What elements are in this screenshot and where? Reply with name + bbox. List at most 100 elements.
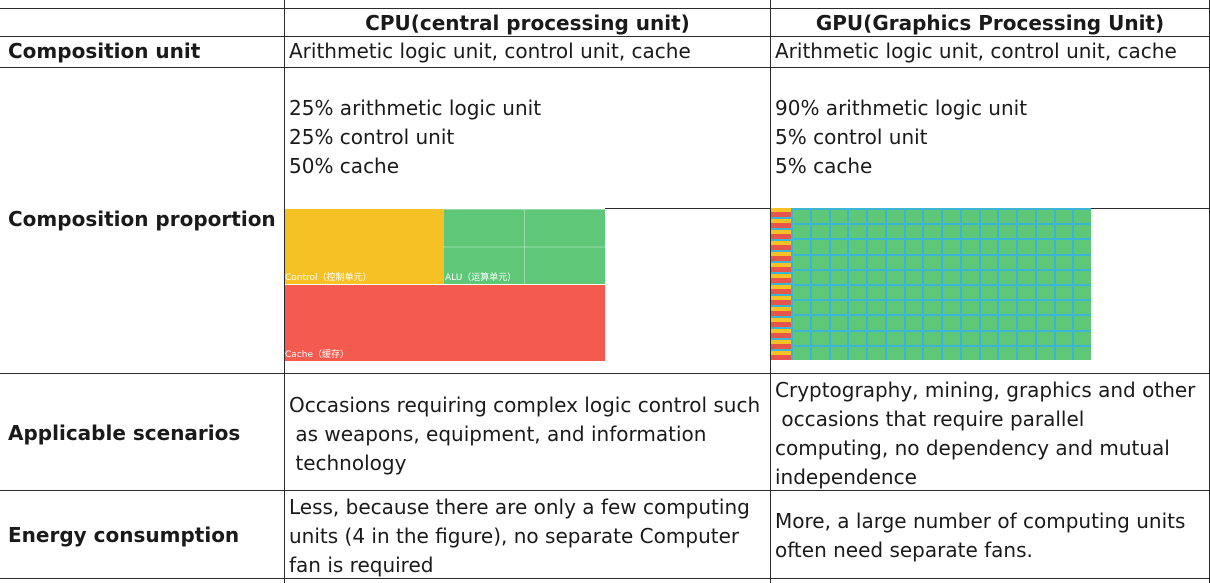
gpu-alu-cell: [868, 270, 885, 284]
gpu-alu-cell: [980, 301, 998, 315]
gpu-alu-cell: [1074, 316, 1091, 330]
gpu-alu-cell: [1036, 285, 1054, 300]
gpu-alu-cell: [1074, 331, 1091, 345]
gpu-alu-cell: [999, 346, 1016, 360]
gpu-alu-cell: [830, 285, 848, 300]
gpu-alu-cell: [924, 331, 941, 345]
gpu-alu-cell: [868, 301, 885, 315]
gpu-alu-cell: [961, 225, 979, 239]
gpu-alu-cell: [999, 270, 1016, 284]
gpu-alu-cell: [886, 301, 904, 315]
gpu-alu-cell: [1036, 331, 1054, 345]
gpu-alu-cell: [849, 346, 866, 360]
gpu-alu-cell: [830, 240, 848, 254]
gpu-alu-cell: [1036, 255, 1054, 269]
gpu-alu-cell: [793, 285, 810, 300]
gpu-alu-cell: [999, 255, 1016, 269]
gpu-alu-cell: [1018, 285, 1035, 300]
cpu-composition-unit: Arithmetic logic unit, control unit, cac…: [289, 39, 691, 63]
gpu-alu-cell: [868, 285, 885, 300]
gpu-alu-cell: [905, 301, 923, 315]
gpu-alu-cell: [1018, 225, 1035, 239]
gpu-alu-cell: [811, 346, 829, 360]
gpu-alu-cell: [868, 225, 885, 239]
gpu-alu-cell: [886, 346, 904, 360]
gpu-alu-cell: [868, 346, 885, 360]
gpu-alu-cell: [1055, 331, 1073, 345]
gpu-alu-cell: [999, 301, 1016, 315]
gpu-alu-cell: [980, 270, 998, 284]
gpu-alu-cell: [1018, 255, 1035, 269]
gpu-alu-cell: [1036, 301, 1054, 315]
gpu-alu-cell: [849, 301, 866, 315]
gpu-alu-cell: [1074, 270, 1091, 284]
gpu-alu-cell: [905, 240, 923, 254]
gpu-alu-cell: [1055, 270, 1073, 284]
gpu-alu-cell: [924, 255, 941, 269]
gpu-alu-cell: [793, 346, 810, 360]
grid-line: [770, 0, 771, 583]
gpu-alu-cell: [961, 316, 979, 330]
gpu-alu-cell: [793, 210, 810, 224]
gpu-alu-cell: [886, 255, 904, 269]
gpu-alu-cell: [1018, 240, 1035, 254]
gpu-alu-cell: [1036, 270, 1054, 284]
gpu-alu-cell: [1074, 225, 1091, 239]
gpu-alu-cell: [1055, 316, 1073, 330]
grid-line: [0, 490, 1210, 491]
gpu-alu-cell: [905, 210, 923, 224]
gpu-alu-cell: [961, 285, 979, 300]
gpu-alu-cell: [849, 210, 866, 224]
gpu-alu-cell: [811, 240, 829, 254]
gpu-alu-cell: [830, 301, 848, 315]
gpu-alu-cell: [1018, 301, 1035, 315]
gpu-alu-cell: [849, 316, 866, 330]
grid-line: [605, 208, 770, 209]
gpu-alu-cell: [924, 225, 941, 239]
cpu-cache-block: [285, 285, 605, 361]
gpu-alu-cell: [830, 225, 848, 239]
header-cpu: CPU(central processing unit): [365, 11, 690, 35]
grid-line: [284, 0, 285, 583]
gpu-alu-cell: [849, 240, 866, 254]
gpu-alu-cell: [793, 255, 810, 269]
gpu-alu-cell: [1018, 210, 1035, 224]
gpu-alu-cell: [999, 331, 1016, 345]
gpu-alu-cell: [868, 240, 885, 254]
gpu-alu-cell: [793, 240, 810, 254]
gpu-alu-cell: [1074, 255, 1091, 269]
gpu-alu-cell: [868, 255, 885, 269]
gpu-alu-cell: [1055, 285, 1073, 300]
gpu-alu-cell: [793, 270, 810, 284]
gpu-alu-cell: [980, 240, 998, 254]
gpu-architecture-diagram: [771, 208, 1091, 360]
gpu-alu-cell: [943, 285, 960, 300]
gpu-alu-cell: [961, 240, 979, 254]
gpu-alu-cell: [999, 316, 1016, 330]
gpu-alu-cell: [793, 301, 810, 315]
gpu-alu-cell: [980, 331, 998, 345]
gpu-alu-cell: [830, 316, 848, 330]
gpu-alu-cell: [1074, 240, 1091, 254]
cpu-alu-label: ALU（运算单元）: [445, 273, 517, 283]
gpu-alu-cell: [943, 331, 960, 345]
gpu-alu-cell: [905, 346, 923, 360]
cpu-composition-proportion: 25% arithmetic logic unit 25% control un…: [289, 96, 542, 178]
gpu-alu-cell: [961, 255, 979, 269]
clipped-top-text: [560, 0, 580, 6]
cpu-applicable-scenarios: Occasions requiring complex logic contro…: [289, 393, 761, 475]
row-label-energy-consumption: Energy consumption: [8, 523, 240, 547]
gpu-alu-cell: [961, 301, 979, 315]
gpu-alu-cell: [905, 255, 923, 269]
gpu-alu-grid: [793, 210, 1091, 360]
gpu-alu-cell: [1018, 331, 1035, 345]
gpu-alu-cell: [1055, 225, 1073, 239]
gpu-alu-cell: [1055, 240, 1073, 254]
gpu-alu-cell: [868, 210, 885, 224]
gpu-alu-cell: [943, 316, 960, 330]
gpu-alu-cell: [830, 255, 848, 269]
gpu-alu-cell: [905, 225, 923, 239]
gpu-alu-cell: [811, 301, 829, 315]
gpu-alu-cell: [980, 346, 998, 360]
gpu-alu-cell: [943, 240, 960, 254]
